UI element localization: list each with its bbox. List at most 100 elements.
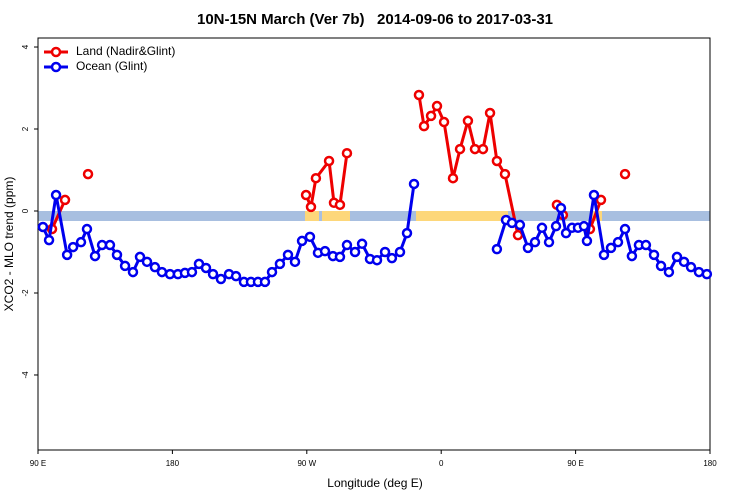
data-point [200, 262, 212, 274]
data-point [543, 236, 555, 248]
x-axis-label: Longitude (deg E) [327, 476, 422, 490]
data-point [394, 246, 406, 258]
data-point [438, 116, 450, 128]
data-point [259, 276, 271, 288]
coverage-band [38, 211, 710, 221]
data-point [619, 168, 631, 180]
data-point [605, 242, 617, 254]
data-point [491, 243, 503, 255]
data-point [499, 168, 511, 180]
y-tick-label: 2 [21, 126, 30, 131]
data-point [67, 241, 79, 253]
data-point [266, 266, 278, 278]
data-point [207, 268, 219, 280]
data-point [469, 143, 481, 155]
data-point [119, 260, 131, 272]
legend-marker [50, 46, 62, 58]
data-point [663, 266, 675, 278]
data-point [82, 168, 94, 180]
data-point [300, 189, 312, 201]
data-point [341, 147, 353, 159]
x-tick-label: 90 E [30, 459, 46, 468]
data-point [401, 227, 413, 239]
chart-title: 10N-15N March (Ver 7b) 2014-09-06 to 201… [197, 11, 553, 28]
data-point [282, 249, 294, 261]
data-point [685, 261, 697, 273]
data-point [413, 89, 425, 101]
data-point [671, 251, 683, 263]
coverage-band-land [305, 211, 319, 221]
x-tick-label: 0 [439, 459, 444, 468]
data-point [491, 155, 503, 167]
data-point [701, 268, 713, 280]
coverage-band-land [322, 211, 350, 221]
plot-frame [37, 37, 711, 451]
data-point [59, 194, 71, 206]
data-point [477, 143, 489, 155]
data-point [418, 120, 430, 132]
y-tick-label: -4 [21, 371, 30, 379]
data-point [37, 221, 49, 233]
data-point [514, 219, 526, 231]
data-point [678, 256, 690, 268]
data-point [356, 238, 368, 250]
data-point [104, 239, 116, 251]
series-line [41, 183, 416, 284]
data-point [304, 231, 316, 243]
data-point [555, 202, 567, 214]
data-point [371, 254, 383, 266]
data-point [447, 172, 459, 184]
data-point [425, 110, 437, 122]
data-point [578, 220, 590, 232]
data-point [89, 250, 101, 262]
data-point [111, 249, 123, 261]
data-point [141, 256, 153, 268]
legend-label: Ocean (Glint) [76, 59, 147, 73]
data-point [81, 223, 93, 235]
data-point [454, 143, 466, 155]
coverage-band [68, 211, 90, 221]
data-point [323, 155, 335, 167]
x-tick-label: 180 [166, 459, 180, 468]
data-point [289, 256, 301, 268]
data-point [522, 242, 534, 254]
data-point [598, 249, 610, 261]
y-tick-label: -2 [21, 289, 30, 297]
data-point [134, 251, 146, 263]
data-point [386, 252, 398, 264]
x-tick-label: 180 [703, 459, 717, 468]
data-point [408, 178, 420, 190]
y-tick-label: 0 [21, 208, 30, 213]
data-point [655, 260, 667, 272]
data-point [648, 249, 660, 261]
data-point [230, 270, 242, 282]
data-point [305, 201, 317, 213]
data-point [550, 220, 562, 232]
legend-label: Land (Nadir&Glint) [76, 44, 175, 58]
data-point [484, 107, 496, 119]
data-point [319, 245, 331, 257]
data-point [149, 261, 161, 273]
data-point [296, 235, 308, 247]
data-point [349, 246, 361, 258]
data-point [341, 239, 353, 251]
data-point [640, 239, 652, 251]
data-point [595, 194, 607, 206]
data-point [61, 249, 73, 261]
data-point [334, 251, 346, 263]
data-point [127, 266, 139, 278]
coverage-band-land [416, 211, 508, 221]
y-tick-label: 4 [21, 44, 30, 49]
data-point [619, 223, 631, 235]
data-point [431, 100, 443, 112]
data-point [462, 115, 474, 127]
data-point [512, 229, 524, 241]
data-point [50, 189, 62, 201]
data-point [310, 172, 322, 184]
x-tick-label: 90 W [297, 459, 316, 468]
data-point [379, 246, 391, 258]
data-point [612, 236, 624, 248]
series-line [495, 194, 708, 276]
data-point [215, 273, 227, 285]
